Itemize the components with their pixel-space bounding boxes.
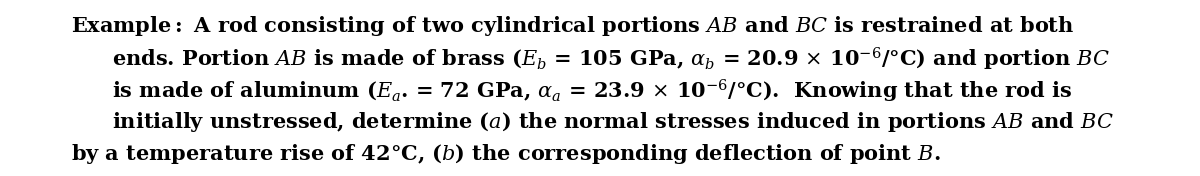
Text: ends. Portion $\mathit{AB}$ is made of brass ($\mathit{E}_b$ = 105 GPa, $\mathit: ends. Portion $\mathit{AB}$ is made of b… [112,46,1110,73]
Text: $\mathbf{Example:}$ A rod consisting of two cylindrical portions $\mathit{AB}$ a: $\mathbf{Example:}$ A rod consisting of … [71,14,1074,37]
Text: initially unstressed, determine ($\mathit{a}$) the normal stresses induced in po: initially unstressed, determine ($\mathi… [112,110,1114,134]
Text: by a temperature rise of 42°C, ($\mathit{b}$) the corresponding deflection of po: by a temperature rise of 42°C, ($\mathit… [71,142,941,166]
Text: is made of aluminum ($\mathit{E}_a$. = 72 GPa, $\mathit{\alpha}_a$ = 23.9 $\time: is made of aluminum ($\mathit{E}_a$. = 7… [112,78,1073,105]
